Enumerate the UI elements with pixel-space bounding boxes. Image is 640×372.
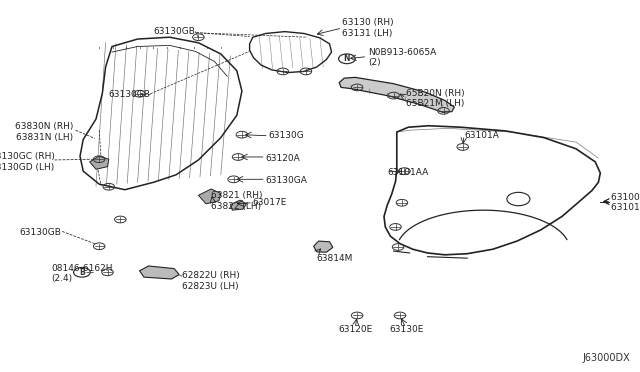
- Text: 63120E: 63120E: [338, 325, 372, 334]
- Text: 63830N (RH)
63831N (LH): 63830N (RH) 63831N (LH): [15, 122, 74, 142]
- Text: 63017E: 63017E: [253, 198, 287, 207]
- Polygon shape: [140, 266, 179, 279]
- Text: 63130GB: 63130GB: [109, 90, 150, 99]
- Text: 63100 (RH)
63101 (LH): 63100 (RH) 63101 (LH): [611, 193, 640, 212]
- Text: 63130GA: 63130GA: [266, 176, 307, 185]
- Text: 63101A: 63101A: [464, 131, 499, 140]
- Text: 63101AA: 63101AA: [387, 169, 428, 177]
- Polygon shape: [339, 77, 454, 112]
- Text: 63120A: 63120A: [266, 154, 300, 163]
- Text: J63000DX: J63000DX: [582, 353, 630, 363]
- Text: N: N: [344, 54, 350, 63]
- Text: 63130GB: 63130GB: [19, 228, 61, 237]
- Text: 63130G: 63130G: [269, 131, 305, 140]
- Polygon shape: [314, 241, 333, 252]
- Text: B: B: [79, 268, 84, 277]
- Text: 63130E: 63130E: [389, 325, 424, 334]
- Text: 63814M: 63814M: [317, 254, 353, 263]
- Text: 63130GC (RH)
63130GD (LH): 63130GC (RH) 63130GD (LH): [0, 152, 54, 171]
- Polygon shape: [230, 200, 246, 210]
- Text: N0B913-6065A
(2): N0B913-6065A (2): [368, 48, 436, 67]
- Text: 63130GB: 63130GB: [154, 27, 195, 36]
- Polygon shape: [198, 189, 221, 204]
- Polygon shape: [90, 156, 109, 169]
- Text: 62822U (RH)
62823U (LH): 62822U (RH) 62823U (LH): [182, 271, 240, 291]
- Text: 63821 (RH)
63822 (LH): 63821 (RH) 63822 (LH): [211, 191, 262, 211]
- Text: 65B20N (RH)
65B21M (LH): 65B20N (RH) 65B21M (LH): [406, 89, 465, 108]
- Text: 63130 (RH)
63131 (LH): 63130 (RH) 63131 (LH): [342, 18, 394, 38]
- Text: 08146-6162H
(2.4): 08146-6162H (2.4): [51, 264, 113, 283]
